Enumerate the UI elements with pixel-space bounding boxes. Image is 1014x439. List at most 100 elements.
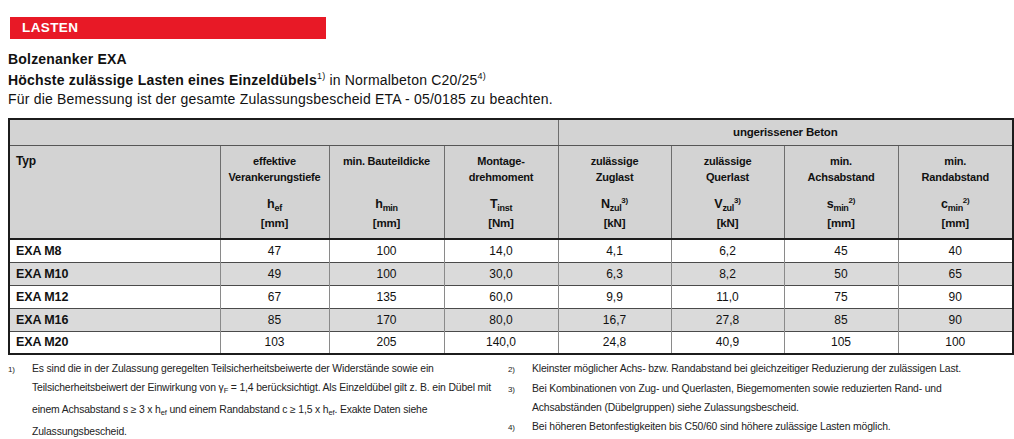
col-symbol: Nzul3) [559,196,671,212]
value-cell: 90 [898,308,1013,331]
table-row: EXA M20 103 205 140,0 24,8 40,9 105 100 [9,331,1013,354]
value-cell: 90 [898,285,1013,308]
col-title: Montage-drehmoment [445,153,558,187]
value-cell: 27,8 [671,308,784,331]
typ-cell: EXA M8 [9,239,220,262]
col-symbol: hmin [330,196,444,212]
col-title: min.Achsabstand [785,153,898,187]
col-unit: [Nm] [445,217,558,229]
col-unit: [mm] [330,217,444,229]
col-unit: [mm] [899,217,1013,229]
loads-table: ungerissener Beton Typ effektiveVeranker… [8,118,1014,355]
col-header-randabstand: min.Randabstand cmin2) [mm] [898,145,1013,239]
col-header-montagedrehmoment: Montage-drehmoment Tinst [Nm] [444,145,558,239]
footnote-marker: 1) [8,359,32,379]
col-unit: [kN] [672,217,784,229]
value-cell: 100 [898,331,1013,354]
value-cell: 24,8 [558,331,671,354]
value-cell: 30,0 [444,262,558,285]
typ-cell: EXA M20 [9,331,220,354]
value-cell: 4,1 [558,239,671,262]
footnote-text: Es sind die in der Zulassung geregelten … [32,359,500,439]
value-cell: 49 [220,262,329,285]
footnote-2: 2) Kleinster möglicher Achs- bzw. Randab… [508,359,1012,379]
footnote-1: 1) Es sind die in der Zulassung geregelt… [8,359,500,439]
lasten-banner: LASTEN [10,17,326,39]
col-title: zulässigeZuglast [559,153,671,187]
col-header-verankerungstiefe: effektiveVerankerungstiefe hef [mm] [220,145,329,239]
value-cell: 100 [329,239,444,262]
value-cell: 40 [898,239,1013,262]
value-cell: 67 [220,285,329,308]
footnote-marker: 3) [508,379,532,399]
col-symbol: cmin2) [899,196,1013,212]
col-unit: [mm] [221,217,329,229]
col-unit: [kN] [559,217,671,229]
col-header-bauteildicke: min. Bauteildicke hmin [mm] [329,145,444,239]
value-cell: 11,0 [671,285,784,308]
col-symbol: hef [221,196,329,212]
value-cell: 135 [329,285,444,308]
value-cell: 75 [784,285,898,308]
value-cell: 140,0 [444,331,558,354]
table-row: EXA M16 85 170 80,0 16,7 27,8 85 90 [9,308,1013,331]
value-cell: 100 [329,262,444,285]
value-cell: 16,7 [558,308,671,331]
note-line: Für die Bemessung ist der gesamte Zulass… [8,91,553,107]
footnotes-left: 1) Es sind die in der Zulassung geregelt… [8,359,500,439]
col-header-zuglast: zulässigeZuglast Nzul3) [kN] [558,145,671,239]
group-header-row: ungerissener Beton [9,119,1013,145]
value-cell: 14,0 [444,239,558,262]
table-row: EXA M12 67 135 60,0 9,9 11,0 75 90 [9,285,1013,308]
value-cell: 85 [220,308,329,331]
typ-cell: EXA M10 [9,262,220,285]
value-cell: 45 [784,239,898,262]
col-title: Typ [16,153,220,187]
footnote-text: Bei höheren Betonfestigkeiten bis C50/60… [532,417,1012,436]
value-cell: 205 [329,331,444,354]
col-symbol: smin2) [785,196,898,212]
value-cell: 50 [784,262,898,285]
subtitle-bold: Höchste zulässige Lasten eines Einzeldüb… [8,72,317,88]
page-title: Bolzenanker EXA [8,51,127,67]
footnote-marker: 4) [508,417,532,437]
value-cell: 60,0 [444,285,558,308]
value-cell: 170 [329,308,444,331]
footnote-3: 3) Bei Kombinationen von Zug- und Querla… [508,379,1012,417]
table-row: EXA M8 47 100 14,0 4,1 6,2 45 40 [9,239,1013,262]
subtitle-rest: in Normalbeton C20/25 [325,72,477,88]
subtitle: Höchste zulässige Lasten eines Einzeldüb… [8,71,486,88]
footnotes-right: 2) Kleinster möglicher Achs- bzw. Randab… [508,359,1012,437]
footnote-ref-4: 4) [478,71,486,81]
footnote-marker: 2) [508,359,532,379]
value-cell: 85 [784,308,898,331]
typ-cell: EXA M12 [9,285,220,308]
value-cell: 80,0 [444,308,558,331]
col-title: zulässigeQuerlast [672,153,784,187]
value-cell: 103 [220,331,329,354]
value-cell: 40,9 [671,331,784,354]
column-header-row: Typ effektiveVerankerungstiefe hef [mm] … [9,145,1013,239]
col-title: effektiveVerankerungstiefe [221,153,329,187]
group-header-empty [9,119,558,145]
col-header-typ: Typ [9,145,220,239]
value-cell: 8,2 [671,262,784,285]
footnote-4: 4) Bei höheren Betonfestigkeiten bis C50… [508,417,1012,437]
group-header-ungerissener-beton: ungerissener Beton [558,119,1013,145]
col-header-querlast: zulässigeQuerlast Vzul3) [kN] [671,145,784,239]
value-cell: 105 [784,331,898,354]
col-symbol: Tinst [445,196,558,212]
value-cell: 9,9 [558,285,671,308]
col-symbol: Vzul3) [672,196,784,212]
typ-cell: EXA M16 [9,308,220,331]
col-title: min. Bauteildicke [330,153,444,187]
value-cell: 6,3 [558,262,671,285]
col-header-achsabstand: min.Achsabstand smin2) [mm] [784,145,898,239]
col-title: min.Randabstand [899,153,1013,187]
footnote-text: Bei Kombinationen von Zug- und Querlaste… [532,379,1012,417]
value-cell: 65 [898,262,1013,285]
value-cell: 47 [220,239,329,262]
value-cell: 6,2 [671,239,784,262]
table-row: EXA M10 49 100 30,0 6,3 8,2 50 65 [9,262,1013,285]
col-unit: [mm] [785,217,898,229]
